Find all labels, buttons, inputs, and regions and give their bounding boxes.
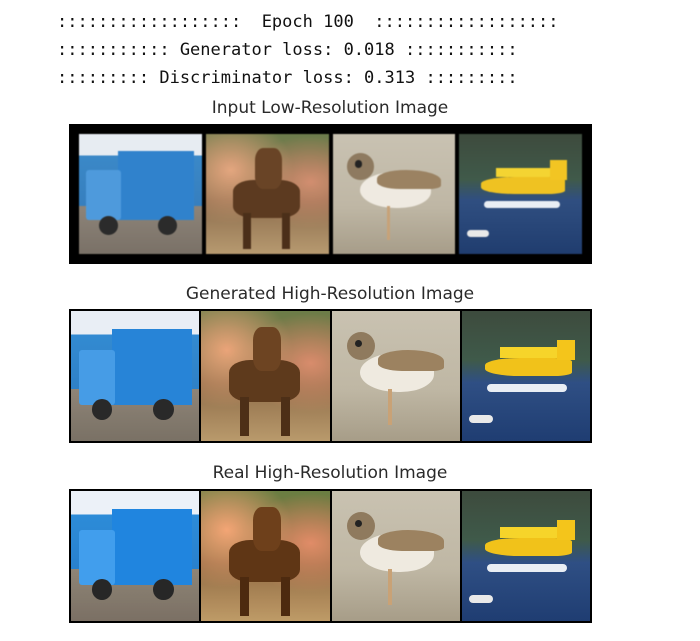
- bird-image: [331, 311, 460, 441]
- bird-image: [332, 134, 456, 254]
- real-image-strip: [69, 489, 592, 623]
- input-image-strip: [69, 124, 592, 264]
- generator-loss-line: ::::::::::: Generator loss: 0.018 ::::::…: [57, 40, 518, 60]
- input-image-title: Input Low-Resolution Image: [211, 98, 449, 118]
- deer-image: [205, 134, 329, 254]
- bird-image: [331, 491, 460, 621]
- truck-image: [71, 311, 200, 441]
- deer-image: [201, 311, 330, 441]
- epoch-line: :::::::::::::::::: Epoch 100 :::::::::::…: [57, 12, 559, 32]
- plane-image: [461, 491, 590, 621]
- real-image-title: Real High-Resolution Image: [212, 463, 448, 483]
- deer-image: [201, 491, 330, 621]
- generated-image-strip: [69, 309, 592, 443]
- truck-image: [71, 491, 200, 621]
- truck-image: [79, 134, 202, 254]
- plane-image: [461, 311, 590, 441]
- discriminator-loss-line: ::::::::: Discriminator loss: 0.313 ::::…: [57, 68, 518, 88]
- plane-image: [459, 134, 582, 254]
- generated-image-title: Generated High-Resolution Image: [185, 284, 475, 304]
